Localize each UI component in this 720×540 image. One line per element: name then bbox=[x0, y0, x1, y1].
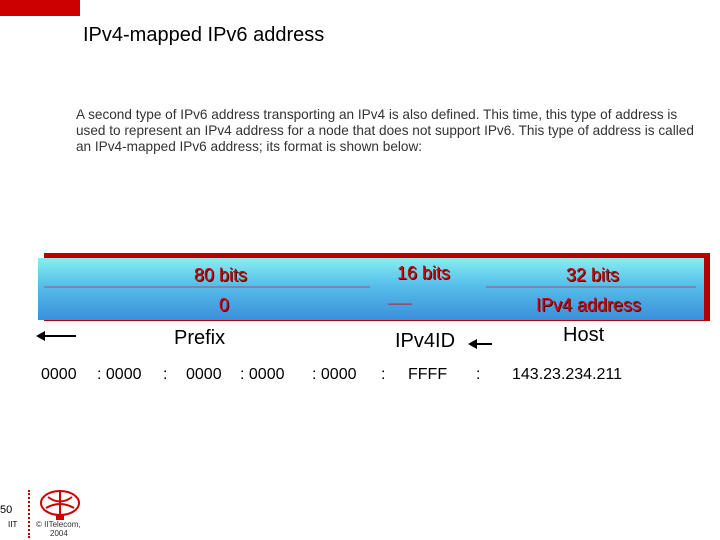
footer-copyright: © IITelecom, 2004 bbox=[36, 520, 81, 538]
page-title: IPv4-mapped IPv6 address bbox=[83, 24, 325, 46]
address-group-4: 0000 bbox=[186, 366, 222, 383]
footer-dotted-divider bbox=[28, 490, 32, 538]
address-group-6: : 0000 bbox=[312, 366, 357, 383]
seg1-value-label: 0 bbox=[219, 295, 230, 315]
description-paragraph: A second type of IPv6 address transporti… bbox=[76, 107, 694, 154]
address-separator-7: : bbox=[381, 366, 386, 383]
id-arrow-line bbox=[472, 343, 492, 345]
ipv4id-label: IPv4ID bbox=[395, 330, 456, 352]
prefix-arrow-line bbox=[40, 335, 76, 337]
copyright-line-1: © IITelecom, bbox=[36, 520, 81, 529]
page-number: 50 bbox=[0, 504, 13, 516]
prefix-arrow-head-icon bbox=[36, 331, 45, 341]
corner-accent bbox=[0, 0, 80, 16]
band-divider-3 bbox=[486, 286, 696, 288]
footer-org: IIT bbox=[8, 520, 18, 529]
address-group-8: FFFF bbox=[408, 366, 448, 383]
address-group-5: : 0000 bbox=[240, 366, 285, 383]
seg3-value-label: IPv4 address bbox=[536, 295, 642, 315]
copyright-line-2: 2004 bbox=[50, 529, 68, 538]
seg1-bits-label: 80 bits bbox=[194, 265, 248, 285]
id-arrow-head-icon bbox=[468, 339, 477, 349]
prefix-label: Prefix bbox=[174, 327, 226, 349]
address-separator-9: : bbox=[476, 366, 481, 383]
address-format-band bbox=[38, 258, 704, 320]
iit-logo-icon bbox=[40, 490, 80, 520]
address-separator-3: : bbox=[163, 366, 168, 383]
band-divider-1 bbox=[44, 286, 370, 288]
host-label: Host bbox=[563, 324, 605, 346]
address-ipv4-value: 143.23.234.211 bbox=[512, 366, 623, 383]
seg3-bits-label: 32 bits bbox=[566, 265, 620, 285]
seg2-bits-label: 16 bits bbox=[397, 263, 451, 283]
seg2-value-label: ---------- bbox=[388, 299, 412, 310]
address-group-1: 0000 bbox=[41, 366, 77, 383]
address-group-2: : 0000 bbox=[97, 366, 142, 383]
